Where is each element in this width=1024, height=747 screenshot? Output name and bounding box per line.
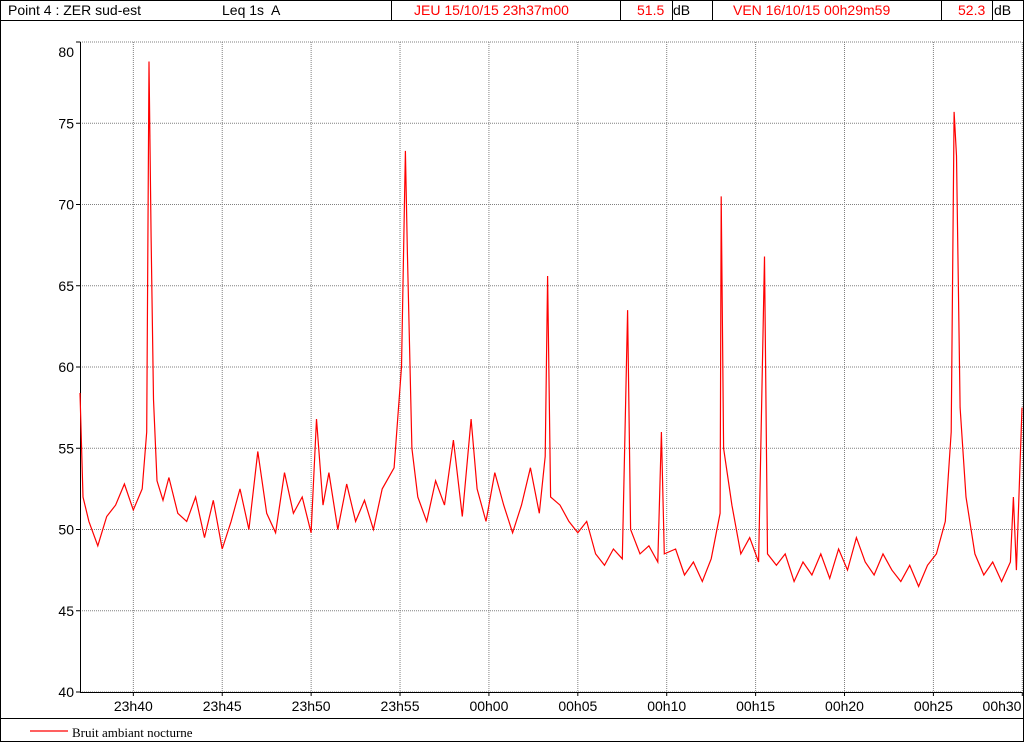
x-tick-label: 00h10 bbox=[647, 698, 686, 714]
y-tick-label: 80 bbox=[58, 44, 74, 60]
header-index: Leq 1s A bbox=[222, 2, 281, 18]
header-end-unit: dB bbox=[994, 2, 1011, 18]
data-line bbox=[79, 61, 1023, 588]
x-tick-label: 23h40 bbox=[114, 698, 153, 714]
header-end-value: 52.3 bbox=[958, 2, 985, 18]
legend-label: Bruit ambiant nocturne bbox=[72, 725, 193, 740]
x-tick-label: 00h20 bbox=[825, 698, 864, 714]
y-tick-label: 40 bbox=[58, 684, 74, 700]
y-tick-label: 65 bbox=[58, 278, 74, 294]
box bbox=[620, 0, 673, 21]
header-point: Point 4 : ZER sud-est bbox=[8, 2, 141, 18]
box bbox=[941, 0, 993, 21]
y-tick-label: 60 bbox=[58, 359, 74, 375]
x-tick-label: 23h55 bbox=[381, 698, 420, 714]
header-start-value: 51.5 bbox=[637, 2, 664, 18]
x-tick-label: 00h30 bbox=[983, 698, 1022, 714]
header-end: VEN 16/10/15 00h29m59 bbox=[733, 2, 890, 18]
y-tick-label: 50 bbox=[58, 522, 74, 538]
x-tick-label: 00h25 bbox=[914, 698, 953, 714]
y-tick-label: 70 bbox=[58, 197, 74, 213]
header-start: JEU 15/10/15 23h37m00 bbox=[414, 2, 569, 18]
x-tick-label: 00h05 bbox=[558, 698, 597, 714]
x-tick-label: 23h50 bbox=[292, 698, 331, 714]
y-tick-label: 55 bbox=[58, 440, 74, 456]
x-tick-label: 00h00 bbox=[469, 698, 508, 714]
y-tick-label: 45 bbox=[58, 603, 74, 619]
x-tick-label: 23h45 bbox=[203, 698, 242, 714]
header-start-unit: dB bbox=[673, 2, 690, 18]
y-tick-label: 75 bbox=[58, 115, 74, 131]
x-tick-label: 00h15 bbox=[736, 698, 775, 714]
